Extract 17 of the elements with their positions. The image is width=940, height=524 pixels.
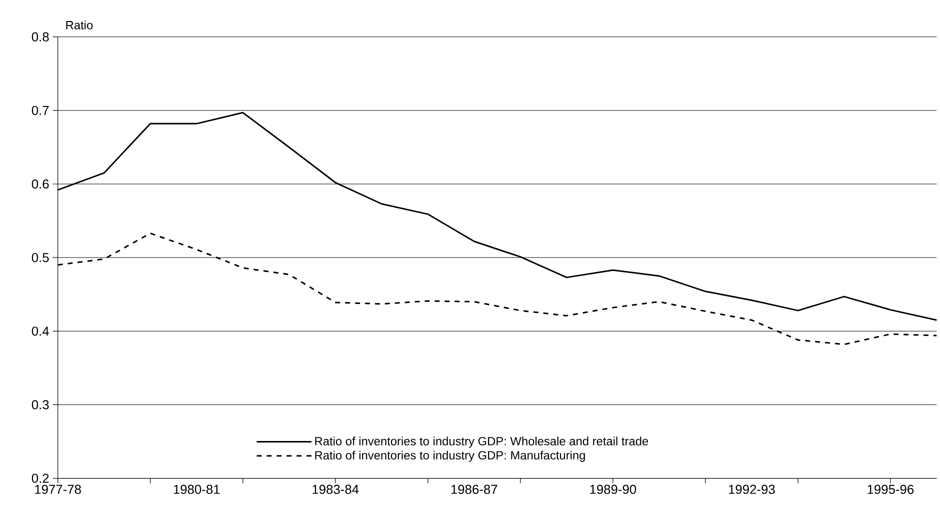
x-tick-label: 1986-87 — [451, 484, 498, 494]
y-tick-label: 0.5 — [32, 252, 49, 262]
legend-label: Ratio of inventories to industry GDP: Manufacturing — [315, 450, 585, 462]
y-tick-label: 0.2 — [32, 474, 49, 483]
y-tick-label: 0.8 — [32, 32, 49, 42]
x-tick-label: 1995-96 — [868, 484, 914, 494]
x-tick-label: 1992-93 — [728, 484, 775, 494]
x-tick-label: 1980-81 — [174, 484, 220, 494]
x-tick-label: 1977-78 — [35, 484, 81, 494]
y-tick-label: 0.4 — [32, 326, 49, 336]
y-tick-label: 0.6 — [32, 179, 49, 189]
x-tick-label: 1989-90 — [590, 484, 636, 494]
y-axis-title: Ratio — [66, 20, 93, 30]
y-tick-label: 0.3 — [32, 400, 49, 410]
legend-label: Ratio of inventories to industry GDP: Wholesale and retail trade — [315, 436, 648, 448]
y-tick-label: 0.7 — [32, 106, 49, 115]
x-tick-label: 1983-84 — [312, 484, 359, 494]
